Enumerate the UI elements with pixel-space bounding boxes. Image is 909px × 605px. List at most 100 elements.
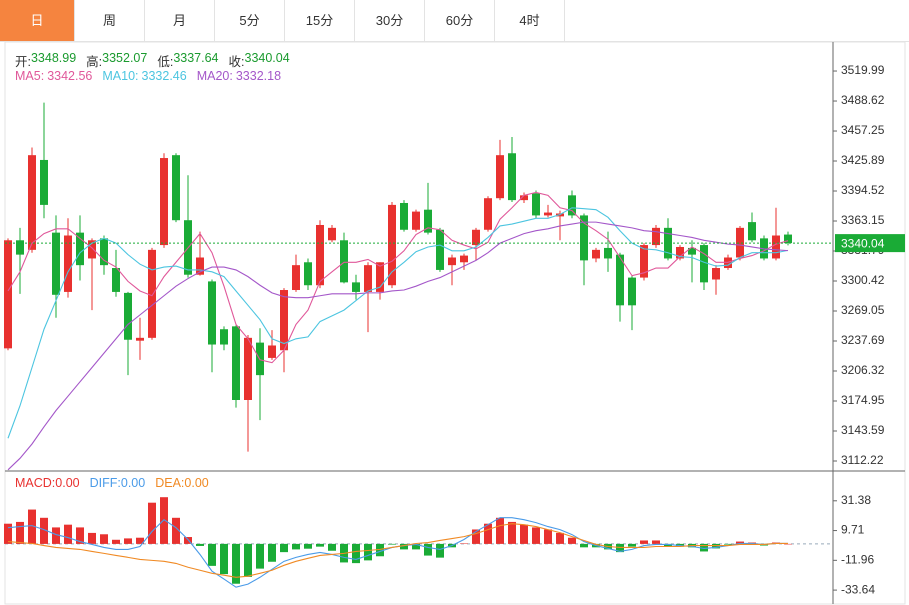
candle-body bbox=[628, 277, 636, 306]
candle-body bbox=[100, 238, 108, 266]
macd-bar bbox=[556, 532, 564, 544]
candle-body bbox=[148, 249, 156, 338]
y-tick-label: 3363.15 bbox=[841, 213, 885, 227]
ohlc-value: 3337.64 bbox=[173, 51, 219, 65]
macd-bar bbox=[664, 543, 672, 547]
candle-body bbox=[700, 245, 708, 283]
macd-bar bbox=[256, 543, 264, 569]
macd-bar bbox=[304, 543, 312, 549]
y-tick-label: 3174.95 bbox=[841, 393, 885, 407]
candle-body bbox=[364, 265, 372, 292]
macd-bar bbox=[736, 541, 744, 544]
macd-legend: MACD: 0.00 DIFF: 0.00 DEA: 0.00 bbox=[15, 476, 209, 490]
period-tabs: 日周月 5分 15分 30分 60分 4时 bbox=[0, 0, 909, 42]
candle-body bbox=[460, 255, 468, 263]
y-tick-label: 9.71 bbox=[841, 523, 865, 537]
candle-body bbox=[160, 158, 168, 246]
last-price-label: 3340.04 bbox=[841, 236, 885, 250]
macd-bar bbox=[580, 543, 588, 548]
macd-bar bbox=[532, 527, 540, 544]
macd-bar bbox=[364, 543, 372, 561]
macd-bar bbox=[280, 543, 288, 553]
y-tick-label: 3488.62 bbox=[841, 93, 885, 107]
macd-bar bbox=[424, 543, 432, 556]
candle-body bbox=[328, 227, 336, 241]
candle-body bbox=[640, 245, 648, 278]
y-tick-label: -33.64 bbox=[841, 582, 875, 596]
y-tick-label: 31.38 bbox=[841, 493, 871, 507]
period-tab[interactable]: 60分 bbox=[425, 0, 495, 41]
legend-entry: MA20: 3332.18 bbox=[197, 69, 281, 83]
candle-body bbox=[16, 240, 24, 255]
macd-line bbox=[7, 523, 788, 578]
macd-bar bbox=[148, 502, 156, 544]
candle-body bbox=[196, 257, 204, 275]
candle-body bbox=[4, 240, 12, 349]
legend-value: 3332.18 bbox=[235, 69, 282, 83]
macd-bar bbox=[124, 538, 132, 544]
legend-name: MA10: bbox=[102, 69, 139, 83]
candle-body bbox=[232, 326, 240, 400]
macd-bar bbox=[784, 543, 792, 545]
ohlc-entry: 开: 3348.99 bbox=[15, 51, 76, 70]
period-tab[interactable]: 15分 bbox=[285, 0, 355, 41]
macd-bar bbox=[268, 543, 276, 562]
ohlc-entry: 低: 3337.64 bbox=[157, 51, 218, 70]
candle-body bbox=[592, 249, 600, 259]
candle-body bbox=[340, 240, 348, 283]
legend-entry: MA5: 3342.56 bbox=[15, 69, 92, 83]
ohlc-value: 3340.04 bbox=[244, 51, 290, 65]
y-tick-label: 3143.59 bbox=[841, 423, 885, 437]
candle-body bbox=[748, 222, 756, 241]
macd-bar bbox=[40, 517, 48, 544]
candle-body bbox=[424, 209, 432, 233]
y-tick-label: 3457.25 bbox=[841, 123, 885, 137]
legend-value: 3332.46 bbox=[141, 69, 187, 83]
ohlc-entry: 收: 3340.04 bbox=[229, 51, 290, 70]
period-tab[interactable]: 5分 bbox=[215, 0, 285, 41]
candle-body bbox=[64, 235, 72, 292]
candle-body bbox=[40, 159, 48, 205]
macd-bar bbox=[4, 523, 12, 544]
candle-body bbox=[292, 265, 300, 291]
legend-name: MA5: bbox=[15, 69, 45, 83]
candle-body bbox=[136, 337, 144, 341]
candle-body bbox=[208, 281, 216, 345]
readout-name: MACD: bbox=[15, 476, 56, 490]
macd-bar bbox=[100, 534, 108, 544]
macd-bar bbox=[232, 543, 240, 584]
candle-body bbox=[316, 224, 324, 286]
candle-body bbox=[268, 345, 276, 358]
ma-line bbox=[7, 207, 789, 439]
readout-value: 0.00 bbox=[55, 476, 80, 490]
macd-bar bbox=[292, 543, 300, 550]
macd-bar bbox=[112, 539, 120, 544]
candle-body bbox=[76, 232, 84, 266]
candle-body bbox=[448, 257, 456, 266]
candle-body bbox=[472, 229, 480, 246]
ohlc-value: 3348.99 bbox=[30, 51, 77, 65]
readout-entry: DIFF: 0.00 bbox=[90, 476, 146, 490]
macd-bar bbox=[172, 517, 180, 544]
macd-bar bbox=[52, 527, 60, 544]
period-tab[interactable]: 4时 bbox=[495, 0, 565, 41]
period-tab[interactable]: 30分 bbox=[355, 0, 425, 41]
candle-body bbox=[580, 215, 588, 261]
y-tick-label: 3206.32 bbox=[841, 363, 885, 377]
macd-bar bbox=[496, 517, 504, 544]
macd-bar bbox=[712, 543, 720, 549]
macd-bar bbox=[544, 529, 552, 544]
candle-body bbox=[508, 153, 516, 201]
period-tab[interactable]: 日 bbox=[0, 0, 75, 41]
y-tick-label: 3269.05 bbox=[841, 303, 885, 317]
macd-bar bbox=[64, 524, 72, 544]
candle-body bbox=[784, 234, 792, 244]
macd-bar bbox=[16, 521, 24, 544]
period-tab[interactable]: 月 bbox=[145, 0, 215, 41]
period-tab[interactable]: 周 bbox=[75, 0, 145, 41]
macd-bar bbox=[700, 543, 708, 552]
ma-legend: MA5: 3342.56 MA10: 3332.46 MA20: 3332.18 bbox=[15, 69, 281, 83]
macd-bar bbox=[508, 521, 516, 544]
macd-bar bbox=[484, 523, 492, 544]
macd-bar bbox=[568, 537, 576, 544]
